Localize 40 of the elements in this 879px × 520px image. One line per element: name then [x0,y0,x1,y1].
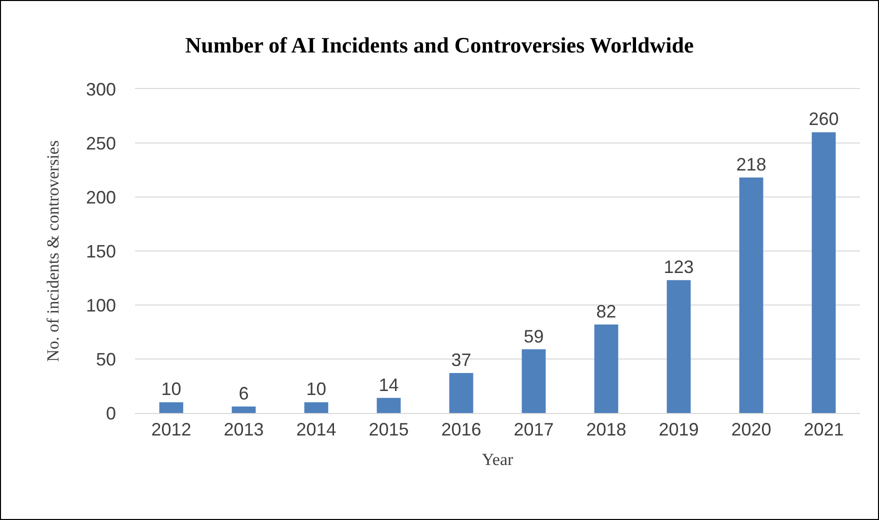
y-tick-label: 100 [86,295,116,316]
chart-title: Number of AI Incidents and Controversies Worldwide [185,32,694,58]
data-label: 260 [808,109,839,130]
bar [812,132,836,413]
bar [232,406,256,413]
bar [304,402,328,413]
y-tick-label: 0 [106,403,116,424]
bar [159,402,184,413]
y-tick-label: 250 [86,133,116,154]
y-axis-title: No. of incidents & controversies [44,140,63,362]
x-tick-label: 2017 [514,420,554,440]
x-tick-label: 2021 [804,420,844,440]
data-label: 37 [451,350,472,370]
bar [739,178,764,413]
bar [522,349,546,413]
x-tick-label: 2019 [658,420,699,440]
data-label: 10 [161,379,182,400]
data-label: 218 [736,154,766,175]
y-tick-label: 50 [96,349,116,370]
bar [594,324,618,413]
bar [376,398,401,413]
bar [449,373,474,413]
data-label: 14 [378,374,399,395]
y-tick-label: 150 [86,241,116,262]
data-label: 123 [664,257,694,278]
x-tick-label: 2012 [151,420,192,440]
y-tick-label: 200 [86,187,116,208]
data-label: 6 [238,384,249,404]
x-tick-label: 2018 [586,420,626,440]
data-label: 59 [524,326,544,346]
x-tick-label: 2016 [441,420,482,440]
y-tick-label: 300 [86,79,116,100]
data-label: 10 [306,379,326,400]
x-axis-title: Year [482,450,514,469]
x-tick-label: 2015 [368,420,409,440]
x-tick-label: 2013 [224,420,264,440]
x-tick-label: 2014 [296,420,336,440]
x-tick-label: 2020 [731,420,772,440]
data-label: 82 [596,301,616,322]
bar [666,280,691,413]
